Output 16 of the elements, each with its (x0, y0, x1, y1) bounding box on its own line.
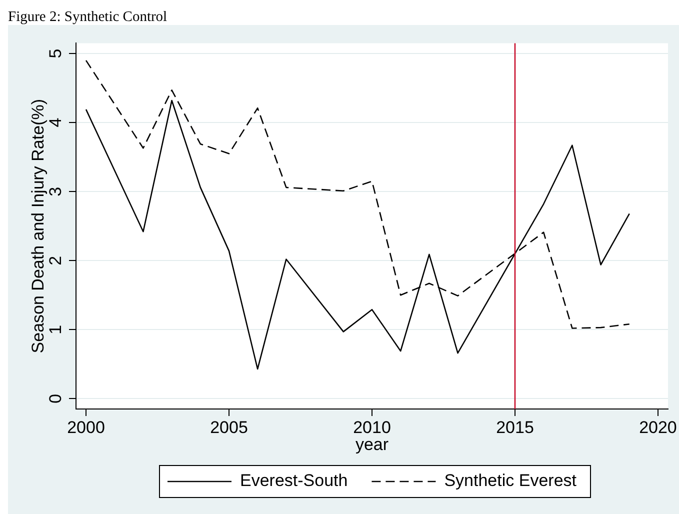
y-tick-label: 5 (46, 48, 65, 58)
y-axis-title: Season Death and Injury Rate(%) (28, 99, 48, 354)
y-tick-label: 4 (46, 118, 65, 128)
x-tick-label: 2005 (210, 418, 248, 437)
x-tick-label: 2015 (496, 418, 534, 437)
y-tick-label: 1 (46, 324, 65, 334)
chart-title: Figure 2: Synthetic Control (8, 8, 168, 24)
y-tick-label: 3 (46, 186, 65, 196)
x-tick-label: 2010 (353, 418, 391, 437)
y-tick-label: 0 (46, 394, 65, 404)
legend-label: Everest-South (240, 471, 348, 490)
legend-label: Synthetic Everest (444, 471, 577, 490)
y-tick-label: 2 (46, 256, 65, 266)
x-axis-title: year (355, 434, 389, 454)
x-tick-label: 2000 (67, 418, 105, 437)
x-tick-label: 2020 (639, 418, 677, 437)
